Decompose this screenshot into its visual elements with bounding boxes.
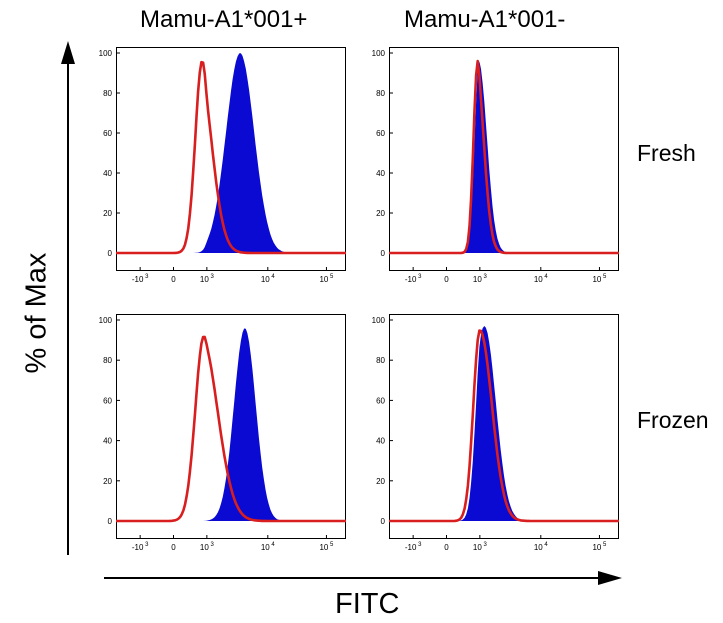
x-tick-label: 10 3: [473, 274, 488, 284]
outline-histogram: [116, 60, 346, 255]
x-tick-label: 10 5: [319, 274, 334, 284]
histogram-panel-frozen-positive: 0 20 40 60 80 100 -10 3 0 10 3 10 4 10 5: [99, 314, 346, 552]
filled-histogram: [389, 61, 619, 254]
x-tick-label: 10 5: [319, 542, 334, 552]
x-tick-label: 0: [444, 275, 449, 284]
y-tick-label: 80: [103, 89, 112, 98]
y-tick-label: 0: [108, 249, 113, 258]
x-arrow-head: [598, 571, 622, 585]
x-tick-label: -10 3: [405, 542, 422, 552]
x-tick-label: 10 3: [200, 274, 215, 284]
x-tick-label: -10 3: [132, 542, 149, 552]
y-tick-label: 20: [103, 477, 112, 486]
y-tick-label: 80: [376, 356, 385, 365]
x-tick-label: 0: [444, 543, 449, 552]
y-tick-label: 0: [108, 517, 113, 526]
panel-frame: [389, 314, 619, 539]
y-tick-label: 60: [376, 129, 385, 138]
y-tick-label: 20: [376, 477, 385, 486]
y-tick-label: 80: [103, 356, 112, 365]
y-tick-label: 100: [372, 316, 386, 325]
row-label-frozen: Frozen: [637, 407, 709, 433]
y-tick-label: 40: [376, 169, 385, 178]
y-tick-label: 100: [372, 49, 386, 58]
x-tick-label: 10 3: [473, 542, 488, 552]
x-axis-label: FITC: [335, 588, 400, 620]
y-tick-label: 40: [103, 169, 112, 178]
y-tick-label: 60: [103, 129, 112, 138]
y-tick-label: 0: [381, 249, 386, 258]
y-arrow-head: [61, 41, 75, 64]
y-tick-label: 20: [103, 209, 112, 218]
y-tick-label: 100: [99, 49, 113, 58]
y-tick-label: 100: [99, 316, 113, 325]
x-tick-label: 0: [171, 543, 176, 552]
panel-frame: [116, 314, 346, 539]
x-tick-label: 10 5: [592, 274, 607, 284]
outline-histogram: [116, 335, 346, 523]
x-tick-label: 10 3: [200, 542, 215, 552]
x-tick-label: 10 4: [261, 542, 276, 552]
x-tick-label: -10 3: [132, 274, 149, 284]
row-label-fresh: Fresh: [637, 140, 696, 166]
outline-histogram: [389, 329, 619, 523]
x-tick-label: -10 3: [405, 274, 422, 284]
y-tick-label: 40: [103, 437, 112, 446]
y-tick-label: 60: [103, 396, 112, 405]
histogram-panel-fresh-positive: 0 20 40 60 80 100 -10 3 0 10 3 10 4 10 5: [99, 47, 346, 284]
panel-frame: [116, 47, 346, 271]
histogram-panel-frozen-negative: 0 20 40 60 80 100 -10 3 0 10 3 10 4 10 5: [372, 314, 619, 552]
x-tick-label: 10 4: [261, 274, 276, 284]
y-tick-label: 20: [376, 209, 385, 218]
column-title-negative: Mamu-A1*001-: [404, 6, 566, 33]
y-tick-label: 40: [376, 437, 385, 446]
column-title-positive: Mamu-A1*001+: [140, 6, 308, 33]
histogram-panel-fresh-negative: 0 20 40 60 80 100 -10 3 0 10 3 10 4 10 5: [372, 47, 619, 284]
y-tick-label: 60: [376, 396, 385, 405]
filled-histogram: [389, 326, 619, 521]
panel-frame: [389, 47, 619, 271]
x-tick-label: 10 5: [592, 542, 607, 552]
x-tick-label: 10 4: [534, 274, 549, 284]
y-tick-label: 0: [381, 517, 386, 526]
filled-histogram: [116, 53, 346, 253]
y-tick-label: 80: [376, 89, 385, 98]
x-tick-label: 0: [171, 275, 176, 284]
x-tick-label: 10 4: [534, 542, 549, 552]
outline-histogram: [389, 59, 619, 255]
